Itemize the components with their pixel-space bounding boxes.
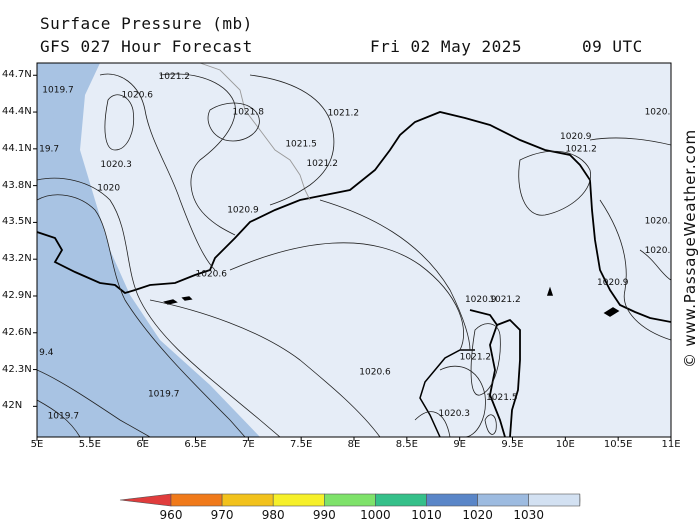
isobar-label: 1020.3 <box>645 246 677 256</box>
colorbar-label: 970 <box>210 508 234 522</box>
longitude-tick-label: 6.5E <box>184 439 207 450</box>
low-pressure-band <box>37 63 260 437</box>
forecast-time: 09 UTC <box>582 37 643 56</box>
latitude-tick-label: 44.7N <box>2 69 32 81</box>
longitude-tick-label: 9E <box>453 439 466 450</box>
isobar-label: 1021.5 <box>285 139 317 149</box>
colorbar-segment <box>375 493 427 507</box>
latitude-tick-label: 43.2N <box>2 253 32 265</box>
longitude-tick-label: 5E <box>30 439 44 450</box>
colorbar-label: 960 <box>159 508 183 522</box>
longitude-tick-label: 6E <box>136 439 149 450</box>
low-pressure-band-west <box>37 63 60 240</box>
longitude-tick-label: 9.5E <box>501 439 524 450</box>
isobar-label: 1020.3 <box>100 160 131 170</box>
isobar-label: 1021.2 <box>328 109 360 119</box>
latitude-tick-label: 42N <box>2 400 23 412</box>
isobar-labels: 1021.2 1020.6 1019.7 1021.8 1021.2 1021.5 1021… <box>39 72 677 422</box>
isobar-label: 1021.2 <box>565 144 597 154</box>
longitude-tick-label: 10E <box>555 439 575 450</box>
colorbar-label: 990 <box>312 508 336 522</box>
colorbar-label: 1020 <box>462 508 493 522</box>
longitude-tick-label: 8E <box>347 439 361 450</box>
latitude-tick-label: 44.1N <box>2 142 32 154</box>
latitude-tick-label: 42.6N <box>2 326 32 338</box>
colorbar-segment <box>170 493 223 507</box>
isobar-label: 1021.2 <box>489 295 520 305</box>
colorbar-low-arrow <box>119 493 172 507</box>
longitude-tick-label: 8.5E <box>395 439 418 450</box>
latitude-tick-label: 43.5N <box>2 216 32 228</box>
colorbar-label: 1030 <box>513 508 544 522</box>
colorbar-segment <box>528 493 581 507</box>
isobar-label: 1020.6 <box>122 90 154 100</box>
longitude-tick-label: 5.5E <box>78 439 101 450</box>
isobar-label: 1020.9 <box>560 132 592 142</box>
isobars <box>37 73 671 437</box>
colorbar-segment <box>272 493 325 507</box>
isobar-label: 1020.9 <box>645 108 677 118</box>
colorbar-label: 1000 <box>360 508 391 522</box>
corsica-coast <box>469 309 521 437</box>
colorbar-segment <box>221 493 274 507</box>
isobar-label: 19.7 <box>39 144 59 154</box>
latitude-tick-label: 43.8N <box>2 179 32 191</box>
axis-ticks <box>33 74 672 441</box>
isobar-label: 1019.7 <box>42 85 74 95</box>
colorbar-segment <box>477 493 530 507</box>
isobar-label: 1020.6 <box>645 217 677 227</box>
isobar-label: 1021.2 <box>306 159 338 169</box>
map-area: 1021.2 1020.6 1019.7 1021.8 1021.2 1021.5 1021… <box>37 63 677 437</box>
pressure-colorbar <box>119 493 581 507</box>
colorbar-segment <box>323 493 376 507</box>
forecast-date: Fri 02 May 2025 <box>370 37 522 56</box>
colorbar-label: 980 <box>261 508 285 522</box>
isobar-label: 1019.7 <box>148 390 180 400</box>
credit-text: © www.PassageWeather.com <box>681 129 699 368</box>
colorbar-label: 1010 <box>411 508 442 522</box>
chart-title: Surface Pressure (mb) <box>40 14 253 33</box>
isobar-label: 1019.7 <box>48 412 80 422</box>
longitude-tick-label: 7.5E <box>290 439 313 450</box>
colorbar-segment <box>426 493 478 507</box>
longitude-tick-label: 7E <box>241 439 255 450</box>
isobar-label: 1020.9 <box>465 295 497 305</box>
latitude-tick-label: 44.4N <box>2 106 32 118</box>
coastline <box>37 111 671 323</box>
isobar-label: 1020 <box>97 184 120 194</box>
hyeres-islands <box>163 286 620 317</box>
isobar-label: 1020.9 <box>597 278 629 288</box>
country-border <box>199 63 311 201</box>
isobar-label: 1020.6 <box>196 269 228 279</box>
longitude-tick-label: 11E <box>661 439 681 450</box>
isobar-label: 9.4 <box>39 348 54 358</box>
isobar-label: 1021.2 <box>159 72 191 82</box>
isobar-label: 1021.2 <box>460 353 492 363</box>
isobar-label: 1021.8 <box>232 108 264 118</box>
model-label: GFS 027 Hour Forecast <box>40 37 253 56</box>
latitude-tick-label: 42.3N <box>2 363 32 375</box>
latitude-tick-label: 42.9N <box>2 289 32 301</box>
longitude-tick-label: 10.5E <box>603 439 633 450</box>
isobar-label: 1020.9 <box>227 206 259 216</box>
isobar-label: 1020.3 <box>439 409 471 419</box>
isobar-label: 1020.6 <box>359 367 391 377</box>
isobar-label: 1021.5 <box>486 393 518 403</box>
